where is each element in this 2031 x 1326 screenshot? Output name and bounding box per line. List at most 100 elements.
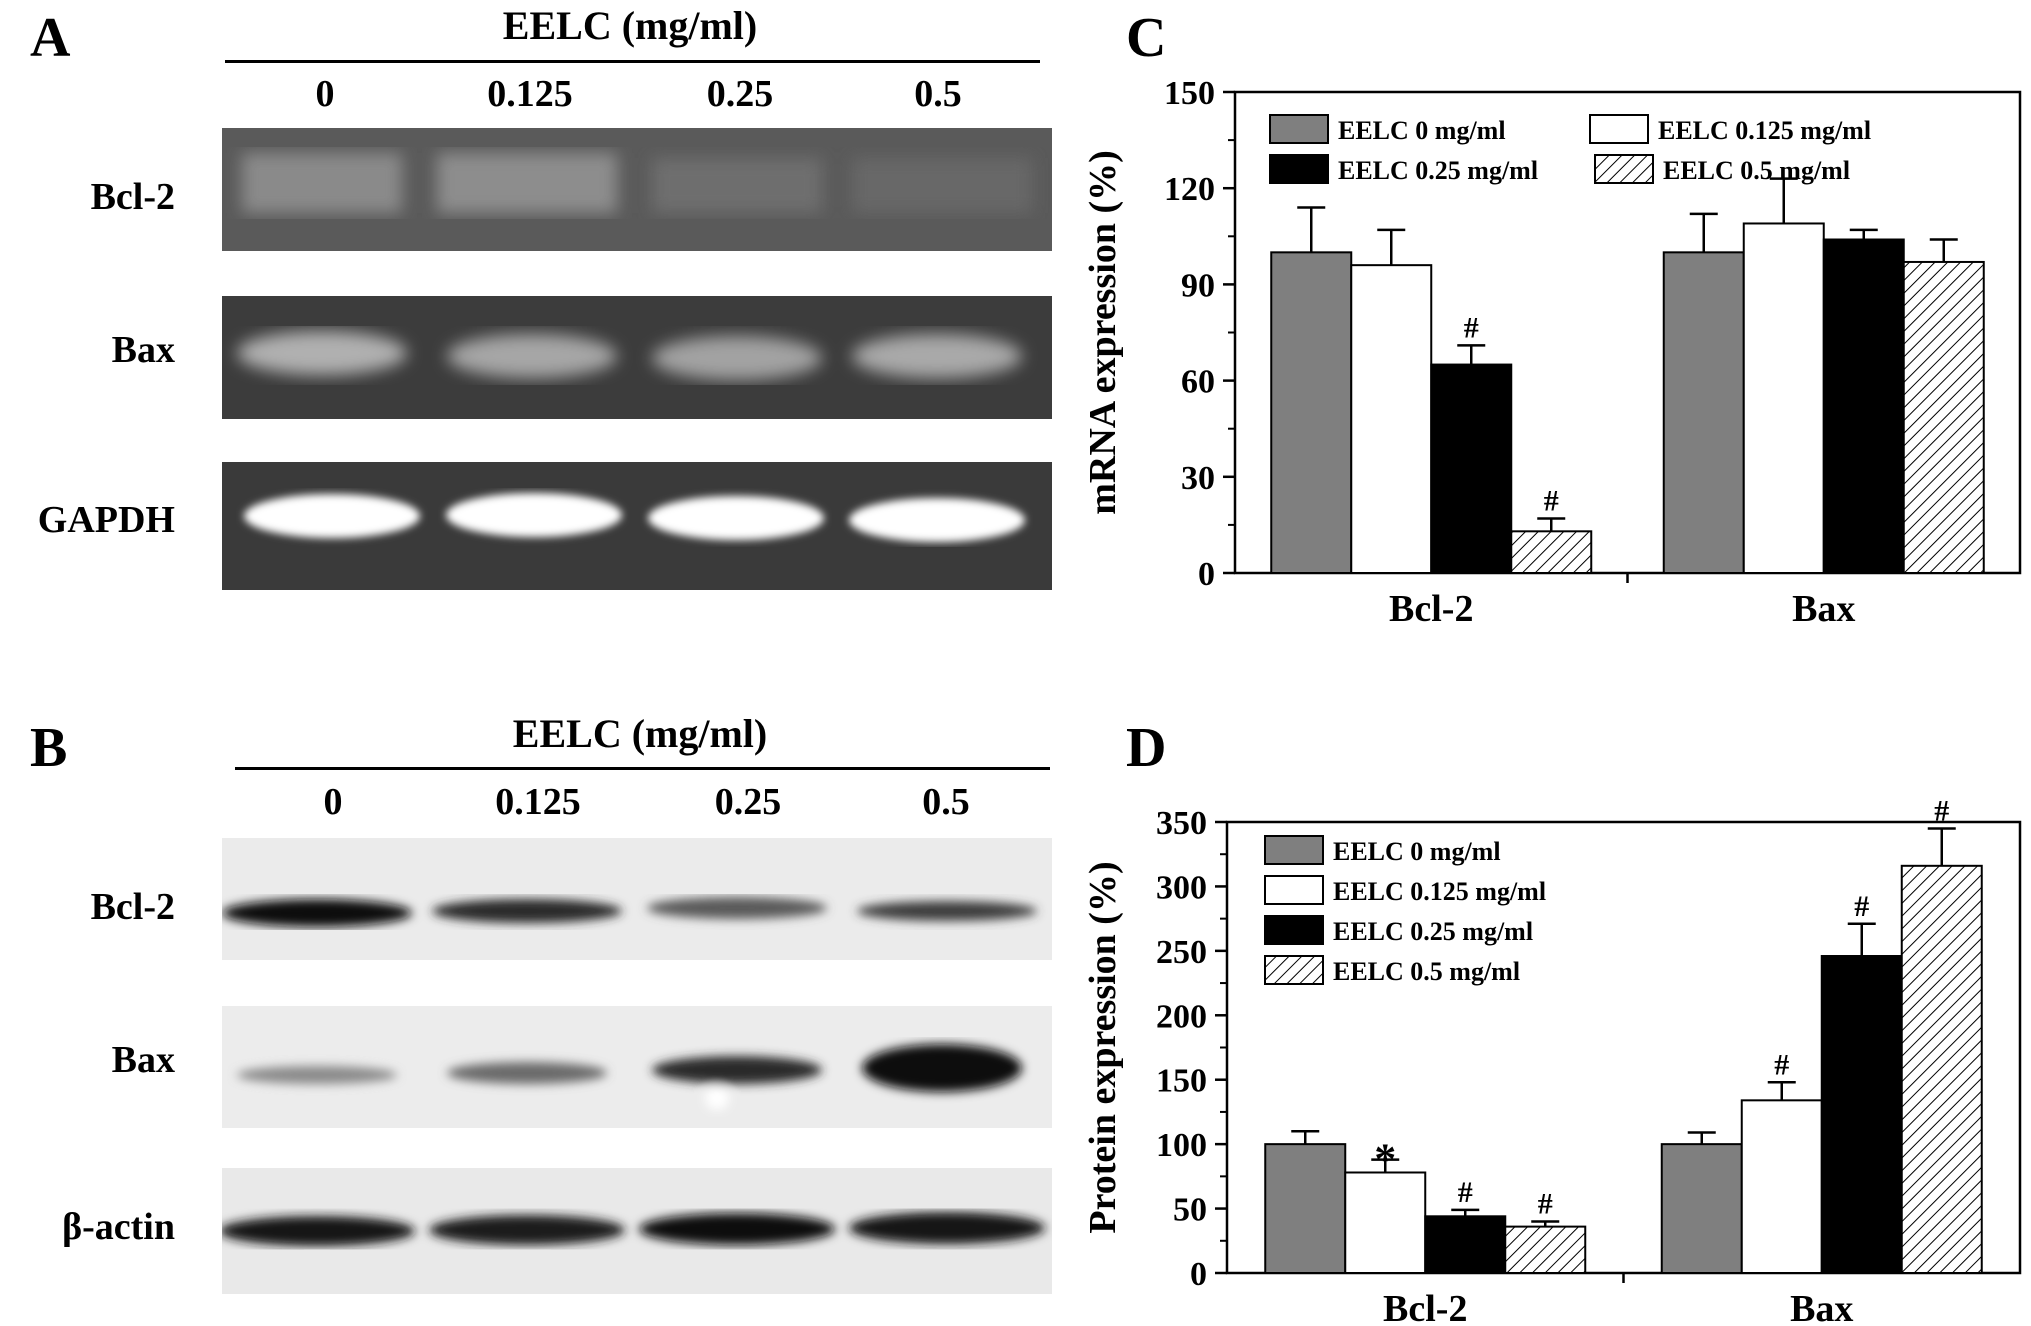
y-tick-label: 150 bbox=[1164, 75, 1215, 112]
gel-a-image bbox=[222, 128, 1052, 590]
y-tick-label: 60 bbox=[1181, 364, 1215, 401]
legend-label: EELC 0 mg/ml bbox=[1333, 837, 1501, 866]
chart-d: 0 50 100 150 200 250 300 350 Protein expression … bbox=[1082, 794, 2022, 1326]
bar bbox=[1900, 864, 1983, 1274]
y-axis-label: mRNA expression (%) bbox=[1082, 150, 1124, 515]
legend-label: EELC 0.125 mg/ml bbox=[1333, 877, 1546, 906]
bar bbox=[1424, 1215, 1507, 1274]
gel-a-band-bcl2-2 bbox=[652, 158, 822, 213]
significance-mark: # bbox=[1544, 484, 1559, 517]
bar bbox=[1662, 251, 1745, 574]
x-tick-label: Bcl-2 bbox=[1383, 1288, 1467, 1326]
y-tick-label: 30 bbox=[1181, 460, 1215, 497]
y-tick-label: 150 bbox=[1156, 1063, 1207, 1100]
x-tick-label: Bax bbox=[1790, 1288, 1853, 1326]
x-tick-label: Bcl-2 bbox=[1389, 588, 1473, 630]
gel-b-row-label-bcl2: Bcl-2 bbox=[90, 886, 175, 928]
gel-a-band-bcl2-0 bbox=[242, 153, 402, 213]
gel-b-row-label-actin: β-actin bbox=[62, 1206, 175, 1248]
y-axis-label: Protein expression (%) bbox=[1082, 861, 1124, 1233]
gel-a-band-bcl2-3 bbox=[852, 158, 1032, 213]
gel-a-title: EELC (mg/ml) bbox=[502, 3, 758, 48]
significance-mark: # bbox=[1774, 1048, 1789, 1081]
y-tick-label: 50 bbox=[1173, 1192, 1207, 1229]
gel-b-image bbox=[222, 838, 1052, 1294]
y-tick-label: 300 bbox=[1156, 869, 1207, 906]
gel-b-lane-1: 0.125 bbox=[495, 781, 581, 823]
bar bbox=[1820, 955, 1903, 1275]
panel-letter-b: B bbox=[30, 717, 68, 779]
bar bbox=[1264, 1143, 1347, 1274]
gel-b-lane-3: 0.5 bbox=[922, 781, 970, 823]
gel-b-band-actin-0 bbox=[222, 1216, 415, 1246]
gel-a-band-bax-1 bbox=[447, 334, 617, 378]
y-tick-label: 250 bbox=[1156, 934, 1207, 971]
legend-swatch bbox=[1589, 114, 1649, 144]
gel-b-band-bax-1 bbox=[447, 1062, 607, 1084]
y-tick-label: 90 bbox=[1181, 267, 1215, 304]
legend-label: EELC 0.5 mg/ml bbox=[1663, 156, 1850, 185]
gel-b-artifact bbox=[705, 1086, 729, 1110]
legend-swatch bbox=[1264, 955, 1324, 985]
y-tick-label: 0 bbox=[1198, 556, 1215, 593]
legend-label: EELC 0.25 mg/ml bbox=[1333, 917, 1533, 946]
bar bbox=[1270, 251, 1353, 574]
y-tick-label: 200 bbox=[1156, 998, 1207, 1035]
gel-b-row-label-bax: Bax bbox=[111, 1039, 175, 1081]
gel-a-band-gapdh-1 bbox=[446, 493, 622, 537]
significance-mark: # bbox=[1934, 794, 1949, 827]
gel-b-band-bax-0 bbox=[237, 1066, 397, 1084]
gel-a-row-label-bcl2: Bcl-2 bbox=[90, 176, 175, 218]
significance-mark: # bbox=[1458, 1176, 1473, 1209]
gel-b-band-bcl2-0 bbox=[222, 899, 412, 927]
legend-label: EELC 0 mg/ml bbox=[1338, 116, 1506, 145]
legend-swatch bbox=[1264, 875, 1324, 905]
bar bbox=[1660, 1143, 1743, 1274]
gel-a-lane-2: 0.25 bbox=[706, 73, 774, 115]
gel-b-lane-0: 0 bbox=[323, 781, 343, 823]
gel-a-lane-3: 0.5 bbox=[914, 73, 962, 115]
gel-b-band-bcl2-2 bbox=[647, 897, 827, 919]
gel-b-title: EELC (mg/ml) bbox=[512, 711, 768, 756]
gel-b-band-actin-1 bbox=[429, 1215, 625, 1245]
gel-b-band-actin-2 bbox=[639, 1213, 835, 1245]
bar bbox=[1350, 264, 1433, 574]
gel-a-band-bax-3 bbox=[852, 334, 1022, 378]
bar bbox=[1902, 260, 1985, 574]
gel-a-band-gapdh-2 bbox=[648, 496, 824, 540]
gel-b-band-bcl2-3 bbox=[857, 901, 1037, 921]
panel-letter-d: D bbox=[1126, 717, 1167, 779]
legend-label: EELC 0.5 mg/ml bbox=[1333, 957, 1520, 986]
y-tick-label: 0 bbox=[1190, 1256, 1207, 1293]
gel-a-row-label-bax: Bax bbox=[111, 329, 175, 371]
legend-swatch bbox=[1264, 835, 1324, 865]
legend-swatch bbox=[1264, 915, 1324, 945]
gel-b-band-bax-2 bbox=[652, 1056, 822, 1084]
x-tick-label: Bax bbox=[1792, 588, 1855, 630]
legend-swatch bbox=[1594, 154, 1654, 184]
y-tick-label: 350 bbox=[1156, 805, 1207, 842]
legend-label: EELC 0.125 mg/ml bbox=[1658, 116, 1871, 145]
gel-a-underline bbox=[225, 60, 1040, 63]
significance-mark: * bbox=[1374, 1135, 1396, 1184]
bar bbox=[1344, 1171, 1427, 1274]
bar bbox=[1430, 363, 1513, 575]
gel-b-band-actin-3 bbox=[849, 1212, 1045, 1244]
gel-a-band-bax-2 bbox=[652, 336, 822, 380]
gel-b-band-bax-3 bbox=[862, 1044, 1022, 1092]
significance-mark: # bbox=[1854, 890, 1869, 923]
significance-mark: # bbox=[1464, 311, 1479, 344]
panel-letter-a: A bbox=[30, 7, 71, 69]
bar bbox=[1510, 530, 1593, 574]
bar bbox=[1504, 1225, 1587, 1274]
legend-label: EELC 0.25 mg/ml bbox=[1338, 156, 1538, 185]
bar bbox=[1822, 238, 1905, 575]
gel-b-lane-2: 0.25 bbox=[714, 781, 782, 823]
bar bbox=[1740, 1099, 1823, 1274]
gel-a-band-gapdh-3 bbox=[849, 498, 1025, 542]
bar bbox=[1742, 222, 1825, 574]
gel-a-lane-1: 0.125 bbox=[487, 73, 573, 115]
legend-swatch bbox=[1269, 154, 1329, 184]
gel-b-underline bbox=[235, 767, 1050, 770]
gel-a-lane-0: 0 bbox=[315, 73, 335, 115]
